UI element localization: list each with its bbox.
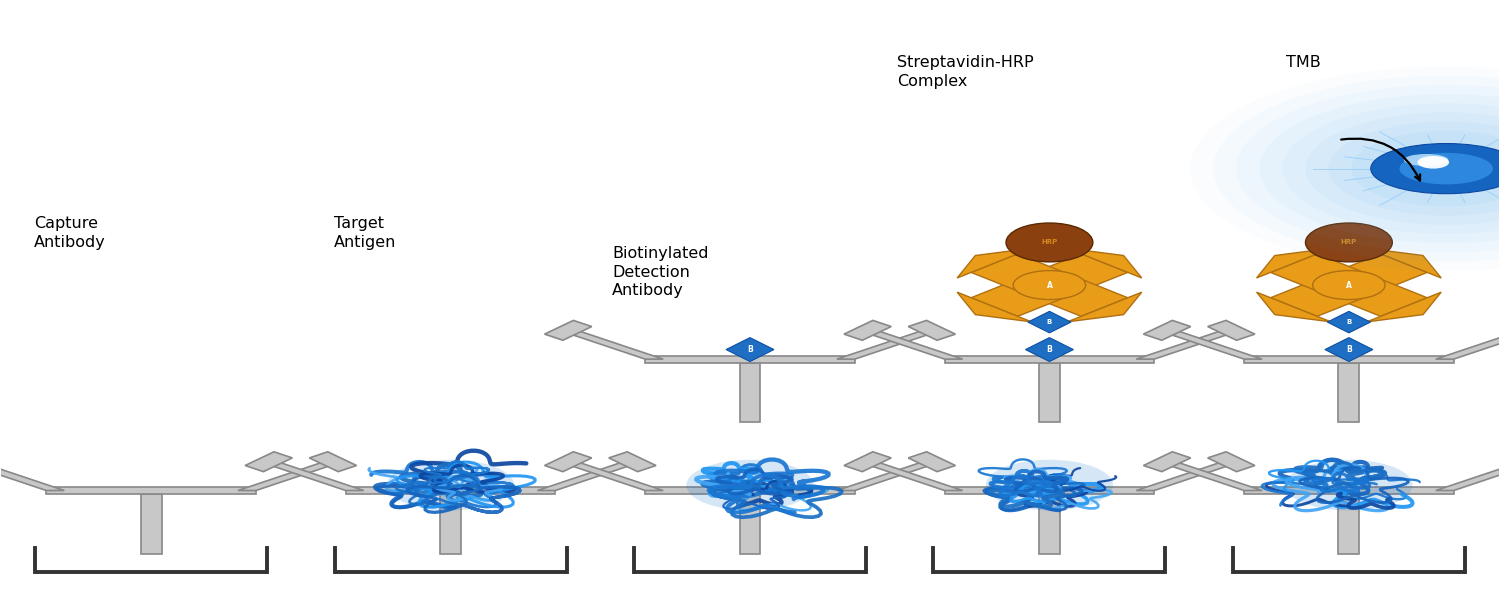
Text: B: B xyxy=(1346,345,1352,354)
Polygon shape xyxy=(1366,292,1442,322)
Polygon shape xyxy=(1137,462,1240,491)
Text: B: B xyxy=(747,345,753,354)
Polygon shape xyxy=(908,320,956,340)
Polygon shape xyxy=(1026,254,1128,295)
Polygon shape xyxy=(1324,338,1372,362)
Polygon shape xyxy=(844,452,891,472)
Polygon shape xyxy=(645,487,855,494)
Polygon shape xyxy=(1244,487,1454,494)
Polygon shape xyxy=(645,356,855,363)
Polygon shape xyxy=(1208,320,1255,340)
Text: TMB: TMB xyxy=(1286,55,1322,70)
Polygon shape xyxy=(244,452,292,472)
Polygon shape xyxy=(1026,338,1074,362)
Text: Biotinylated
Detection
Antibody: Biotinylated Detection Antibody xyxy=(612,246,710,298)
Polygon shape xyxy=(0,462,64,491)
Polygon shape xyxy=(1143,320,1191,340)
Ellipse shape xyxy=(1400,153,1492,184)
Text: Streptavidin-HRP
Complex: Streptavidin-HRP Complex xyxy=(897,55,1034,89)
Polygon shape xyxy=(740,494,760,554)
Polygon shape xyxy=(957,292,1032,322)
Polygon shape xyxy=(1257,248,1330,278)
Polygon shape xyxy=(345,487,555,494)
Polygon shape xyxy=(1040,494,1060,554)
Circle shape xyxy=(1013,271,1086,299)
Text: Target
Antigen: Target Antigen xyxy=(334,217,396,250)
Polygon shape xyxy=(858,462,963,491)
Circle shape xyxy=(1282,103,1500,234)
Circle shape xyxy=(1305,112,1500,225)
Polygon shape xyxy=(560,462,663,491)
Polygon shape xyxy=(609,452,656,472)
Polygon shape xyxy=(260,462,363,491)
Polygon shape xyxy=(1257,292,1330,322)
Text: B: B xyxy=(1047,345,1053,354)
Polygon shape xyxy=(1326,254,1426,295)
Circle shape xyxy=(1329,122,1500,215)
Polygon shape xyxy=(1338,363,1359,422)
Polygon shape xyxy=(970,276,1072,316)
Circle shape xyxy=(1418,156,1449,169)
Ellipse shape xyxy=(1371,143,1500,194)
Polygon shape xyxy=(1338,494,1359,554)
Polygon shape xyxy=(1028,311,1071,333)
Polygon shape xyxy=(908,452,956,472)
Polygon shape xyxy=(238,462,342,491)
Polygon shape xyxy=(1326,276,1426,316)
Polygon shape xyxy=(560,331,663,359)
Polygon shape xyxy=(1270,276,1372,316)
Polygon shape xyxy=(1436,331,1500,359)
Polygon shape xyxy=(945,487,1154,494)
Polygon shape xyxy=(1137,331,1240,359)
Polygon shape xyxy=(1158,331,1262,359)
Polygon shape xyxy=(1244,356,1454,363)
Polygon shape xyxy=(837,462,940,491)
Polygon shape xyxy=(1026,276,1128,316)
Polygon shape xyxy=(544,320,592,340)
Polygon shape xyxy=(46,487,256,494)
Polygon shape xyxy=(1143,452,1191,472)
Ellipse shape xyxy=(1305,223,1392,262)
Polygon shape xyxy=(1066,248,1142,278)
Polygon shape xyxy=(837,331,940,359)
Ellipse shape xyxy=(687,460,813,511)
Text: HRP: HRP xyxy=(1341,239,1358,245)
Polygon shape xyxy=(1040,363,1060,422)
Text: B: B xyxy=(1347,319,1352,325)
Polygon shape xyxy=(844,320,891,340)
Polygon shape xyxy=(440,494,460,554)
Polygon shape xyxy=(1208,452,1255,472)
Polygon shape xyxy=(1436,462,1500,491)
Polygon shape xyxy=(1270,254,1372,295)
Polygon shape xyxy=(726,338,774,362)
Circle shape xyxy=(1312,271,1384,299)
Polygon shape xyxy=(537,462,642,491)
Text: HRP: HRP xyxy=(1041,239,1058,245)
Polygon shape xyxy=(1158,462,1262,491)
Text: A: A xyxy=(1346,281,1352,290)
Text: B: B xyxy=(1047,319,1052,325)
Circle shape xyxy=(1352,131,1500,206)
Polygon shape xyxy=(858,331,963,359)
Polygon shape xyxy=(1366,248,1442,278)
Polygon shape xyxy=(1328,311,1371,333)
Polygon shape xyxy=(544,452,592,472)
Text: Capture
Antibody: Capture Antibody xyxy=(34,217,106,250)
Polygon shape xyxy=(970,254,1072,295)
Polygon shape xyxy=(309,452,357,472)
Ellipse shape xyxy=(1404,154,1449,166)
Ellipse shape xyxy=(387,460,514,511)
Polygon shape xyxy=(740,363,760,422)
Ellipse shape xyxy=(1007,223,1094,262)
Polygon shape xyxy=(1066,292,1142,322)
Ellipse shape xyxy=(1286,460,1413,511)
Polygon shape xyxy=(945,356,1154,363)
Ellipse shape xyxy=(986,460,1113,511)
Polygon shape xyxy=(141,494,162,554)
Text: A: A xyxy=(1047,281,1053,290)
Polygon shape xyxy=(957,248,1032,278)
